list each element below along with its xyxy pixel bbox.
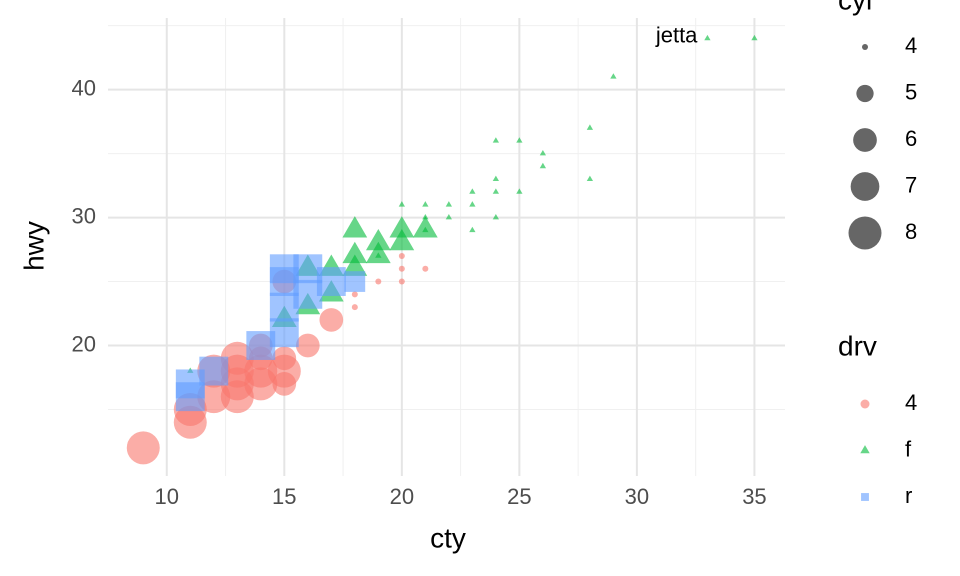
point bbox=[342, 216, 368, 238]
y-tick-label: 40 bbox=[72, 75, 96, 100]
point bbox=[492, 188, 499, 194]
point bbox=[269, 318, 299, 348]
x-tick-label: 35 bbox=[742, 484, 766, 509]
point bbox=[398, 201, 405, 207]
point bbox=[704, 34, 711, 41]
point bbox=[422, 265, 429, 272]
point bbox=[316, 267, 346, 296]
color-legend-label: f bbox=[905, 436, 912, 461]
point bbox=[445, 213, 452, 220]
point bbox=[375, 278, 382, 285]
point bbox=[586, 175, 594, 181]
point bbox=[516, 188, 523, 194]
point bbox=[586, 124, 594, 130]
point bbox=[445, 201, 452, 207]
point bbox=[342, 241, 368, 264]
color-legend-key bbox=[861, 493, 869, 501]
size-legend-title: cyl bbox=[838, 0, 872, 15]
color-legend-label: 4 bbox=[905, 390, 917, 415]
size-legend-key bbox=[848, 216, 882, 250]
size-legend-key bbox=[850, 172, 880, 201]
size-legend-key bbox=[853, 128, 877, 152]
point bbox=[375, 252, 382, 258]
x-tick-label: 20 bbox=[390, 484, 414, 509]
x-tick-label: 25 bbox=[507, 484, 531, 509]
point bbox=[351, 291, 358, 298]
point bbox=[422, 201, 429, 207]
x-axis-title: cty bbox=[430, 522, 466, 553]
point bbox=[267, 354, 301, 388]
point bbox=[351, 304, 358, 311]
point bbox=[492, 137, 499, 143]
color-legend-label: r bbox=[905, 483, 912, 508]
size-legend-key bbox=[856, 84, 874, 103]
point bbox=[398, 252, 405, 259]
point bbox=[492, 175, 499, 181]
point bbox=[539, 162, 547, 169]
size-legend-label: 5 bbox=[905, 79, 917, 104]
size-legend-label: 7 bbox=[905, 172, 917, 197]
point bbox=[365, 228, 391, 251]
point bbox=[199, 356, 229, 386]
point bbox=[610, 73, 617, 79]
point bbox=[175, 382, 205, 412]
point bbox=[126, 431, 160, 465]
point bbox=[389, 228, 415, 251]
point bbox=[344, 271, 366, 292]
color-legend-title: drv bbox=[838, 330, 877, 361]
point bbox=[469, 188, 476, 194]
size-legend-key bbox=[862, 44, 868, 50]
color-legend-key bbox=[860, 399, 870, 409]
point bbox=[469, 226, 476, 233]
x-tick-label: 10 bbox=[155, 484, 179, 509]
point bbox=[389, 216, 415, 238]
point bbox=[319, 308, 344, 332]
point bbox=[412, 216, 438, 238]
point bbox=[295, 333, 320, 358]
point bbox=[469, 201, 476, 207]
x-tick-label: 15 bbox=[272, 484, 296, 509]
size-legend-label: 8 bbox=[905, 219, 917, 244]
point bbox=[398, 278, 405, 285]
point bbox=[342, 254, 368, 276]
point bbox=[173, 405, 207, 439]
x-tick-label: 30 bbox=[625, 484, 649, 509]
color-legend-key bbox=[860, 445, 870, 454]
annotation: jetta bbox=[655, 22, 698, 47]
point bbox=[539, 150, 547, 156]
y-axis-title: hwy bbox=[18, 221, 49, 271]
point bbox=[751, 34, 758, 41]
size-legend-label: 4 bbox=[905, 33, 917, 58]
point bbox=[492, 213, 499, 220]
y-tick-label: 20 bbox=[72, 331, 96, 356]
point bbox=[516, 137, 523, 143]
size-legend-label: 6 bbox=[905, 126, 917, 151]
y-tick-label: 30 bbox=[72, 203, 96, 228]
point bbox=[398, 265, 405, 272]
